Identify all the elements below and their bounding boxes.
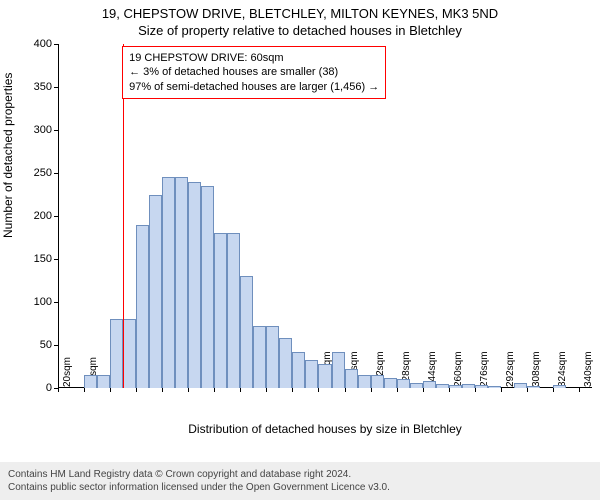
histogram-bar [410,383,423,388]
histogram-bar [214,233,227,388]
x-tick-label: 308sqm [531,351,542,387]
x-tick-mark [240,388,241,392]
x-tick-mark [553,388,554,392]
histogram-bar [514,383,527,388]
y-tick-mark [54,130,58,131]
x-tick-mark [188,388,189,392]
histogram-bar [240,276,253,388]
y-tick-label: 300 [22,124,52,136]
x-tick-mark [110,388,111,392]
histogram-bar [136,225,149,388]
info-box-line: 97% of semi-detached houses are larger (… [129,80,379,94]
info-box: 19 CHEPSTOW DRIVE: 60sqm← 3% of detached… [122,46,386,99]
histogram-bar [201,186,214,388]
info-box-line: 19 CHEPSTOW DRIVE: 60sqm [129,51,379,65]
y-tick-mark [54,216,58,217]
x-tick-mark [397,388,398,392]
x-tick-mark [423,388,424,392]
x-tick-mark [527,388,528,392]
x-tick-mark [449,388,450,392]
histogram-bar [149,195,162,389]
histogram-bar [423,381,436,388]
histogram-bar [97,375,110,388]
x-axis-label: Distribution of detached houses by size … [58,422,592,436]
histogram-bar [162,177,175,388]
x-tick-label: 292sqm [505,351,516,387]
x-tick-label: 260sqm [453,351,464,387]
histogram-bar [227,233,240,388]
x-tick-mark [214,388,215,392]
y-tick-mark [54,302,58,303]
x-tick-label: 20sqm [62,357,73,387]
plot-area: 05010015020025030035040020sqm36sqm52sqm6… [58,44,592,388]
x-tick-mark [58,388,59,392]
y-tick-label: 400 [22,38,52,50]
histogram-bar [371,375,384,388]
histogram-bar [292,352,305,388]
histogram-bar [175,177,188,388]
histogram-bar [449,385,462,388]
histogram-bar [123,319,136,388]
x-tick-label: 340sqm [583,351,594,387]
histogram-bar [188,182,201,388]
histogram-bar [84,375,97,388]
x-tick-mark [371,388,372,392]
y-tick-label: 150 [22,253,52,265]
histogram-bar [266,326,279,388]
x-tick-mark [266,388,267,392]
x-tick-mark [501,388,502,392]
info-box-line: ← 3% of detached houses are smaller (38) [129,65,379,79]
histogram-bar [397,379,410,388]
histogram-bar [553,385,566,388]
x-tick-mark [84,388,85,392]
x-tick-mark [318,388,319,392]
page-title: 19, CHEPSTOW DRIVE, BLETCHLEY, MILTON KE… [0,0,600,21]
x-tick-mark [579,388,580,392]
y-tick-mark [54,259,58,260]
x-tick-mark [162,388,163,392]
y-axis-line [58,44,59,388]
y-tick-mark [54,87,58,88]
histogram-bar [462,384,475,388]
y-tick-label: 50 [22,339,52,351]
histogram-bar [436,384,449,388]
histogram-bar [305,360,318,388]
y-tick-mark [54,44,58,45]
y-tick-label: 350 [22,81,52,93]
y-tick-label: 0 [22,382,52,394]
histogram-bar [345,369,358,388]
histogram-bar [318,364,331,388]
x-tick-mark [345,388,346,392]
y-axis-label: Number of detached properties [1,73,15,238]
y-tick-label: 250 [22,167,52,179]
histogram-bar [475,385,488,388]
y-tick-label: 200 [22,210,52,222]
histogram-bar [488,386,501,388]
chart-area: Number of detached properties 0501001502… [0,40,600,436]
subtitle: Size of property relative to detached ho… [0,21,600,38]
histogram-bar [384,378,397,388]
histogram-bar [253,326,266,388]
y-tick-mark [54,345,58,346]
x-tick-mark [475,388,476,392]
footer-line-1: Contains HM Land Registry data © Crown c… [8,468,592,481]
x-tick-mark [136,388,137,392]
histogram-bar [358,375,371,388]
histogram-bar [332,352,345,388]
footer-line-2: Contains public sector information licen… [8,481,592,494]
footer: Contains HM Land Registry data © Crown c… [0,462,600,500]
histogram-bar [527,386,540,388]
histogram-bar [279,338,292,388]
histogram-bar [110,319,123,388]
y-tick-label: 100 [22,296,52,308]
x-tick-label: 276sqm [479,351,490,387]
y-tick-mark [54,173,58,174]
x-tick-label: 324sqm [557,351,568,387]
x-tick-mark [292,388,293,392]
